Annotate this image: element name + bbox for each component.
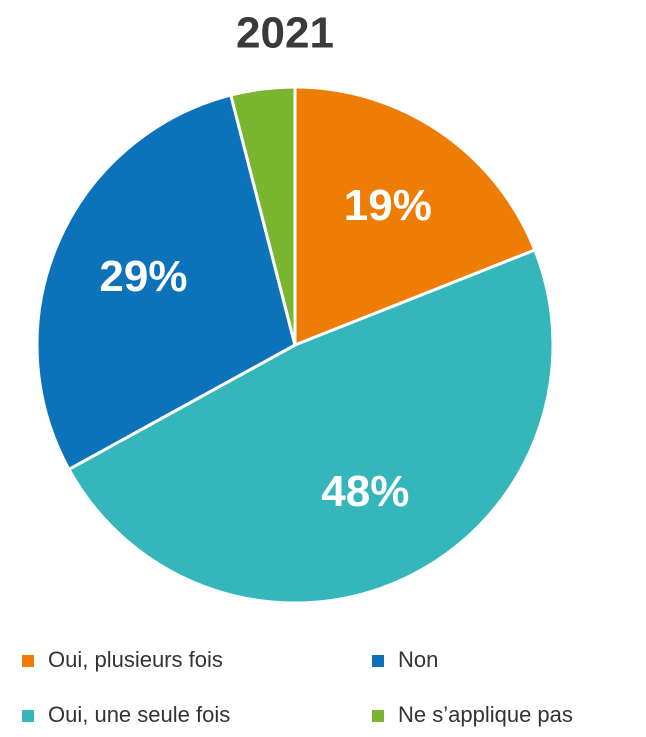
data-label: 19% xyxy=(344,181,432,230)
legend-swatch xyxy=(372,655,384,667)
legend-swatch xyxy=(22,710,34,722)
legend-label: Oui, plusieurs fois xyxy=(48,647,223,672)
legend-swatch xyxy=(372,710,384,722)
legend-label: Oui, une seule fois xyxy=(48,702,230,727)
pie-slice xyxy=(229,85,297,346)
pie-slice xyxy=(293,85,537,348)
chart-title: 2021 xyxy=(236,9,334,58)
pie-slice xyxy=(35,93,297,472)
legend-label: Ne s’applique pas xyxy=(398,702,573,727)
legend-swatch xyxy=(22,655,34,667)
data-label: 48% xyxy=(321,467,409,516)
legend-label: Non xyxy=(398,647,438,672)
data-label: 29% xyxy=(99,252,187,301)
pie-slice xyxy=(66,248,555,605)
